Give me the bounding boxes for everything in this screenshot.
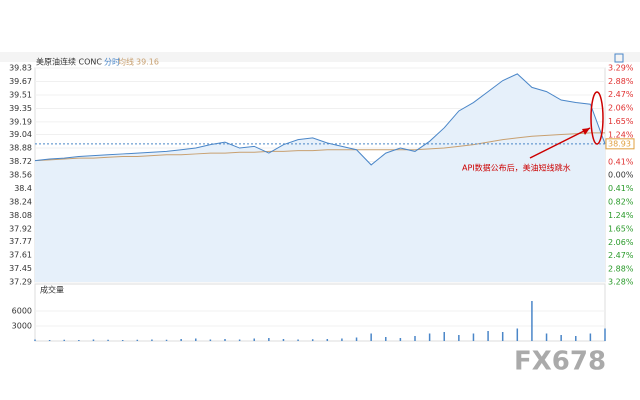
y2-tick-label: 0.41%	[608, 184, 634, 193]
annotation-arrow	[529, 127, 591, 159]
volume-bar	[238, 339, 241, 341]
y-tick-label: 39.83	[9, 64, 32, 73]
price-line	[34, 73, 606, 166]
volume-bar	[341, 338, 343, 341]
volume-bar	[589, 333, 592, 341]
volume-bar	[575, 336, 577, 341]
avg-value: 39.16	[136, 58, 159, 67]
volume-bar	[516, 328, 519, 341]
volume-bar	[399, 338, 402, 341]
avg-label: 均线	[118, 57, 134, 67]
volume-bar	[414, 336, 416, 341]
y-tick-label: 37.92	[9, 224, 32, 233]
volume-bar	[282, 339, 285, 341]
volume-bar	[326, 339, 329, 341]
volume-bar	[385, 337, 387, 341]
mode-tab[interactable]: 分时	[104, 57, 120, 67]
y-tick-label: 37.29	[9, 278, 32, 287]
y2-tick-label: 2.47%	[608, 251, 634, 260]
volume-bar	[195, 338, 197, 341]
y-tick-label: 37.61	[9, 251, 32, 260]
watermark: FX678	[514, 347, 606, 377]
y2-tick-label: 0.00%	[608, 171, 634, 180]
y-tick-label: 38.72	[9, 157, 32, 166]
volume-bar	[209, 339, 212, 341]
volume-bar	[458, 335, 460, 341]
price-area	[35, 73, 605, 282]
volume-bar	[136, 339, 139, 341]
volume-bar	[165, 339, 168, 341]
volume-bar	[92, 339, 95, 341]
volume-bar	[545, 333, 548, 341]
y-tick-label: 39.04	[9, 130, 32, 139]
volume-bar	[107, 339, 109, 341]
settings-icon[interactable]	[614, 53, 624, 63]
volume-title: 成交量	[40, 285, 64, 295]
volume-bar	[151, 339, 153, 341]
volume-bar	[355, 337, 358, 341]
y-tick-label: 39.35	[9, 104, 32, 113]
y2-tick-label: 3.29%	[608, 64, 634, 73]
volume-bar	[472, 333, 475, 341]
arrow-head	[582, 128, 590, 135]
volume-bar	[560, 335, 562, 341]
volume-bar	[34, 339, 36, 341]
volume-bar	[487, 331, 489, 341]
y2-tick-label: 2.47%	[608, 90, 634, 99]
annotation: API数据公布后，美油短线跳水	[462, 163, 571, 173]
volume-bar	[604, 328, 606, 341]
last-price-label: 38.93	[608, 139, 631, 148]
volume-bar	[78, 340, 80, 341]
y2-tick-label: 0.82%	[608, 197, 634, 206]
symbol: 美原油连续 CONC	[36, 57, 102, 67]
y-tick-label: 38.24	[9, 197, 32, 206]
volume-bar	[48, 340, 51, 341]
y-tick-label: 39.51	[9, 90, 32, 99]
volume-bar	[297, 339, 299, 341]
y2-tick-label: 1.65%	[608, 224, 634, 233]
y2-tick-label: 2.88%	[608, 264, 634, 273]
volume-bar	[428, 333, 431, 341]
y-tick-label: 39.67	[9, 77, 32, 86]
y-tick-label: 39.19	[9, 117, 32, 126]
header-bar	[0, 52, 640, 62]
highlight-ellipse	[590, 91, 604, 145]
y2-tick-label: 1.65%	[608, 117, 634, 126]
volume-bar	[224, 339, 226, 341]
last-price-box	[605, 138, 635, 150]
volume-bar	[180, 339, 182, 341]
volume-bar	[311, 339, 314, 341]
y2-tick-label: 0.41%	[608, 157, 634, 166]
y-tick-label: 38.08	[9, 211, 32, 220]
average-line	[34, 132, 605, 162]
y2-tick-label: 2.06%	[608, 238, 634, 247]
y2-tick-label: 1.24%	[608, 130, 634, 139]
y-tick-label: 38.56	[9, 171, 32, 180]
volume-bar	[121, 340, 124, 341]
volume-bar	[370, 333, 372, 341]
y2-tick-label: 2.06%	[608, 104, 634, 113]
y-tick-label: 38.4	[14, 184, 32, 193]
volume-tick-label: 3000	[12, 322, 32, 331]
volume-bar	[253, 338, 255, 341]
volume-bar	[63, 339, 65, 341]
y2-tick-label: 3.28%	[608, 278, 634, 287]
y2-tick-label: 1.24%	[608, 211, 634, 220]
volume-bar	[501, 332, 504, 341]
y-tick-label: 38.88	[9, 144, 32, 153]
y-tick-label: 37.45	[9, 264, 32, 273]
y-tick-label: 37.77	[9, 237, 32, 246]
y2-tick-label: 2.88%	[608, 77, 634, 86]
volume-bar	[443, 332, 445, 341]
volume-bar	[531, 301, 533, 341]
volume-bar	[268, 338, 270, 341]
volume-tick-label: 6000	[12, 307, 32, 316]
volume-frame	[34, 283, 606, 342]
